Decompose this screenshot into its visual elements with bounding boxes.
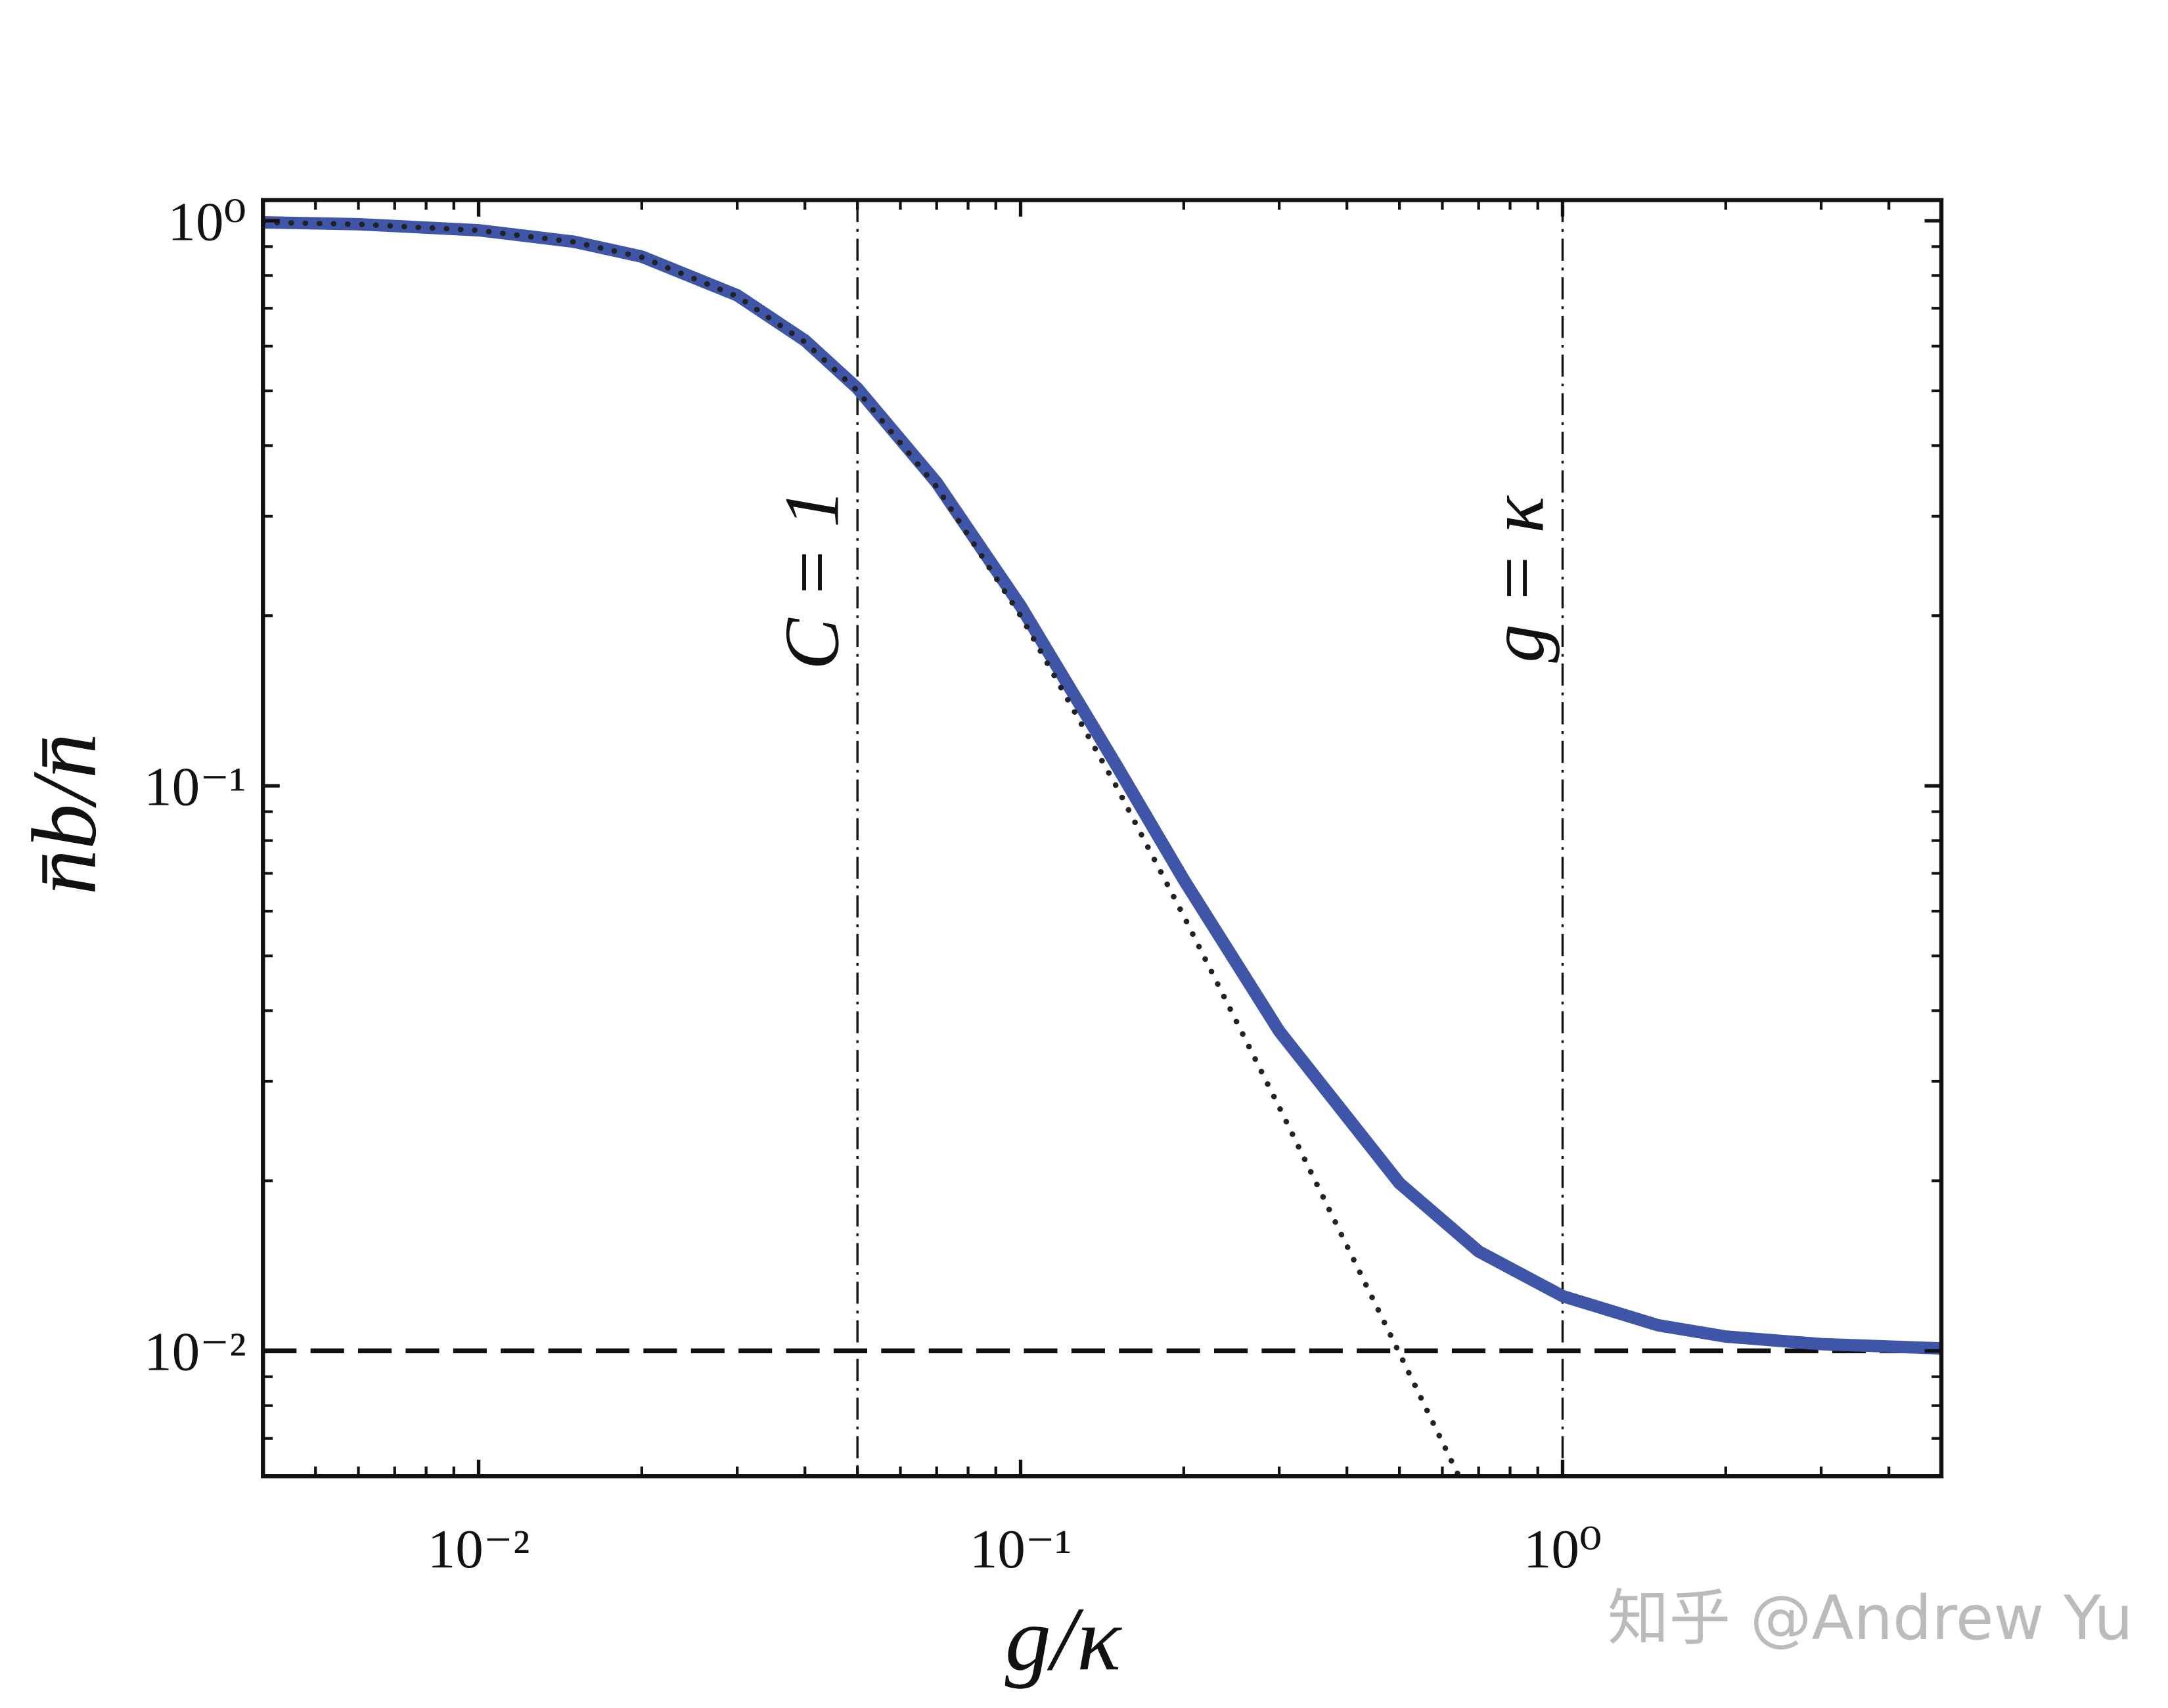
y-tick-label: 10⁰	[168, 192, 246, 252]
y-tick-label: 10⁻¹	[144, 757, 246, 817]
x-tick-label: 10⁻²	[428, 1519, 530, 1579]
y-tick-label: 10⁻²	[144, 1322, 246, 1382]
x-axis-label: g/κ	[1005, 1589, 1123, 1690]
x-tick-label: 10⁻¹	[970, 1519, 1072, 1579]
reference-label: g = κ	[1473, 495, 1560, 663]
y-axis-label: n̄b/n̄	[14, 733, 116, 895]
plot-area	[263, 200, 1942, 1477]
axes: C = 1 g = κ 10⁻² 10⁻¹ 10⁰ 10⁻² 10⁻¹ 10⁰	[144, 192, 1944, 1580]
x-tick-label: 10⁰	[1524, 1519, 1602, 1579]
reference-label: C = 1	[768, 489, 855, 669]
watermark: 知乎 @Andrew Yu	[1608, 1583, 2133, 1653]
plot-frame	[261, 198, 1944, 1479]
